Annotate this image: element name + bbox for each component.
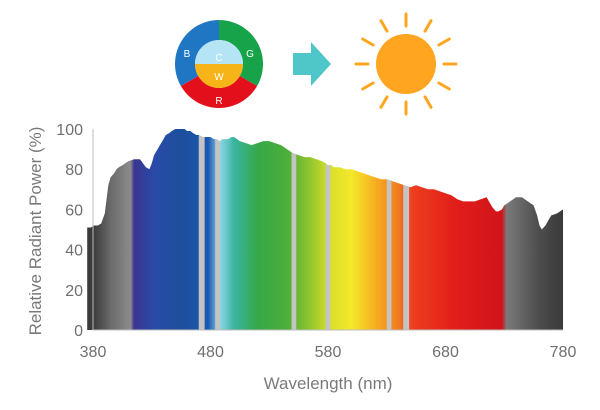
sun-ray bbox=[423, 95, 433, 109]
spectrum-gap-band bbox=[325, 129, 331, 330]
y-tick-label: 0 bbox=[74, 323, 83, 340]
sun-ray bbox=[361, 81, 375, 91]
spectrum-gap-band bbox=[215, 129, 220, 330]
right-arrow-icon bbox=[293, 42, 331, 86]
wheel-label-c: C bbox=[215, 53, 222, 64]
y-tick-label: 20 bbox=[65, 283, 83, 300]
spectrum-gap-band bbox=[291, 129, 297, 330]
sun-ray bbox=[437, 37, 451, 47]
wheel-center-cyan bbox=[195, 40, 243, 64]
wheel-label-g: G bbox=[246, 49, 254, 60]
sun-ray bbox=[437, 81, 451, 91]
y-tick-label: 100 bbox=[56, 122, 83, 139]
wheel-segment-red bbox=[180, 76, 258, 108]
spectrum-area bbox=[87, 129, 563, 330]
sun-disc bbox=[376, 34, 436, 94]
spectrum-chart: 0 20 40 60 80 100 380 480 580 680 780 Relative Ra… bbox=[26, 122, 577, 393]
spectrum-fill bbox=[87, 129, 563, 330]
x-tick-label: 780 bbox=[550, 344, 577, 361]
sun-ray bbox=[423, 19, 433, 33]
spectrum-gap-band bbox=[386, 129, 392, 330]
wheel-label-r: R bbox=[215, 96, 222, 107]
x-tick-label: 480 bbox=[197, 344, 224, 361]
x-axis-label: Wavelength (nm) bbox=[264, 374, 393, 393]
x-tick-labels: 380 480 580 680 780 bbox=[80, 344, 577, 361]
x-tick-label: 380 bbox=[80, 344, 107, 361]
y-tick-label: 40 bbox=[65, 243, 83, 260]
y-axis-label: Relative Radiant Power (%) bbox=[26, 127, 45, 336]
wheel-segment-green bbox=[219, 20, 263, 86]
y-tick-labels: 0 20 40 60 80 100 bbox=[56, 122, 83, 340]
y-tick-label: 80 bbox=[65, 162, 83, 179]
sun-ray bbox=[379, 19, 389, 33]
sun-icon bbox=[354, 12, 458, 116]
x-tick-label: 580 bbox=[315, 344, 342, 361]
wheel-center-white bbox=[195, 64, 243, 88]
arrow-shape bbox=[293, 42, 331, 86]
y-tick-label: 60 bbox=[65, 202, 83, 219]
sun-ray bbox=[379, 95, 389, 109]
sun-ray bbox=[361, 37, 375, 47]
spectrum-gap-band bbox=[403, 129, 410, 330]
wheel-label-w: W bbox=[214, 72, 224, 83]
spectrum-gap-band bbox=[198, 129, 205, 330]
wheel-label-b: B bbox=[184, 49, 191, 60]
led-color-wheel-icon: B G R CW bbox=[174, 20, 263, 108]
x-tick-label: 680 bbox=[432, 344, 459, 361]
wheel-segment-blue bbox=[174, 20, 219, 86]
